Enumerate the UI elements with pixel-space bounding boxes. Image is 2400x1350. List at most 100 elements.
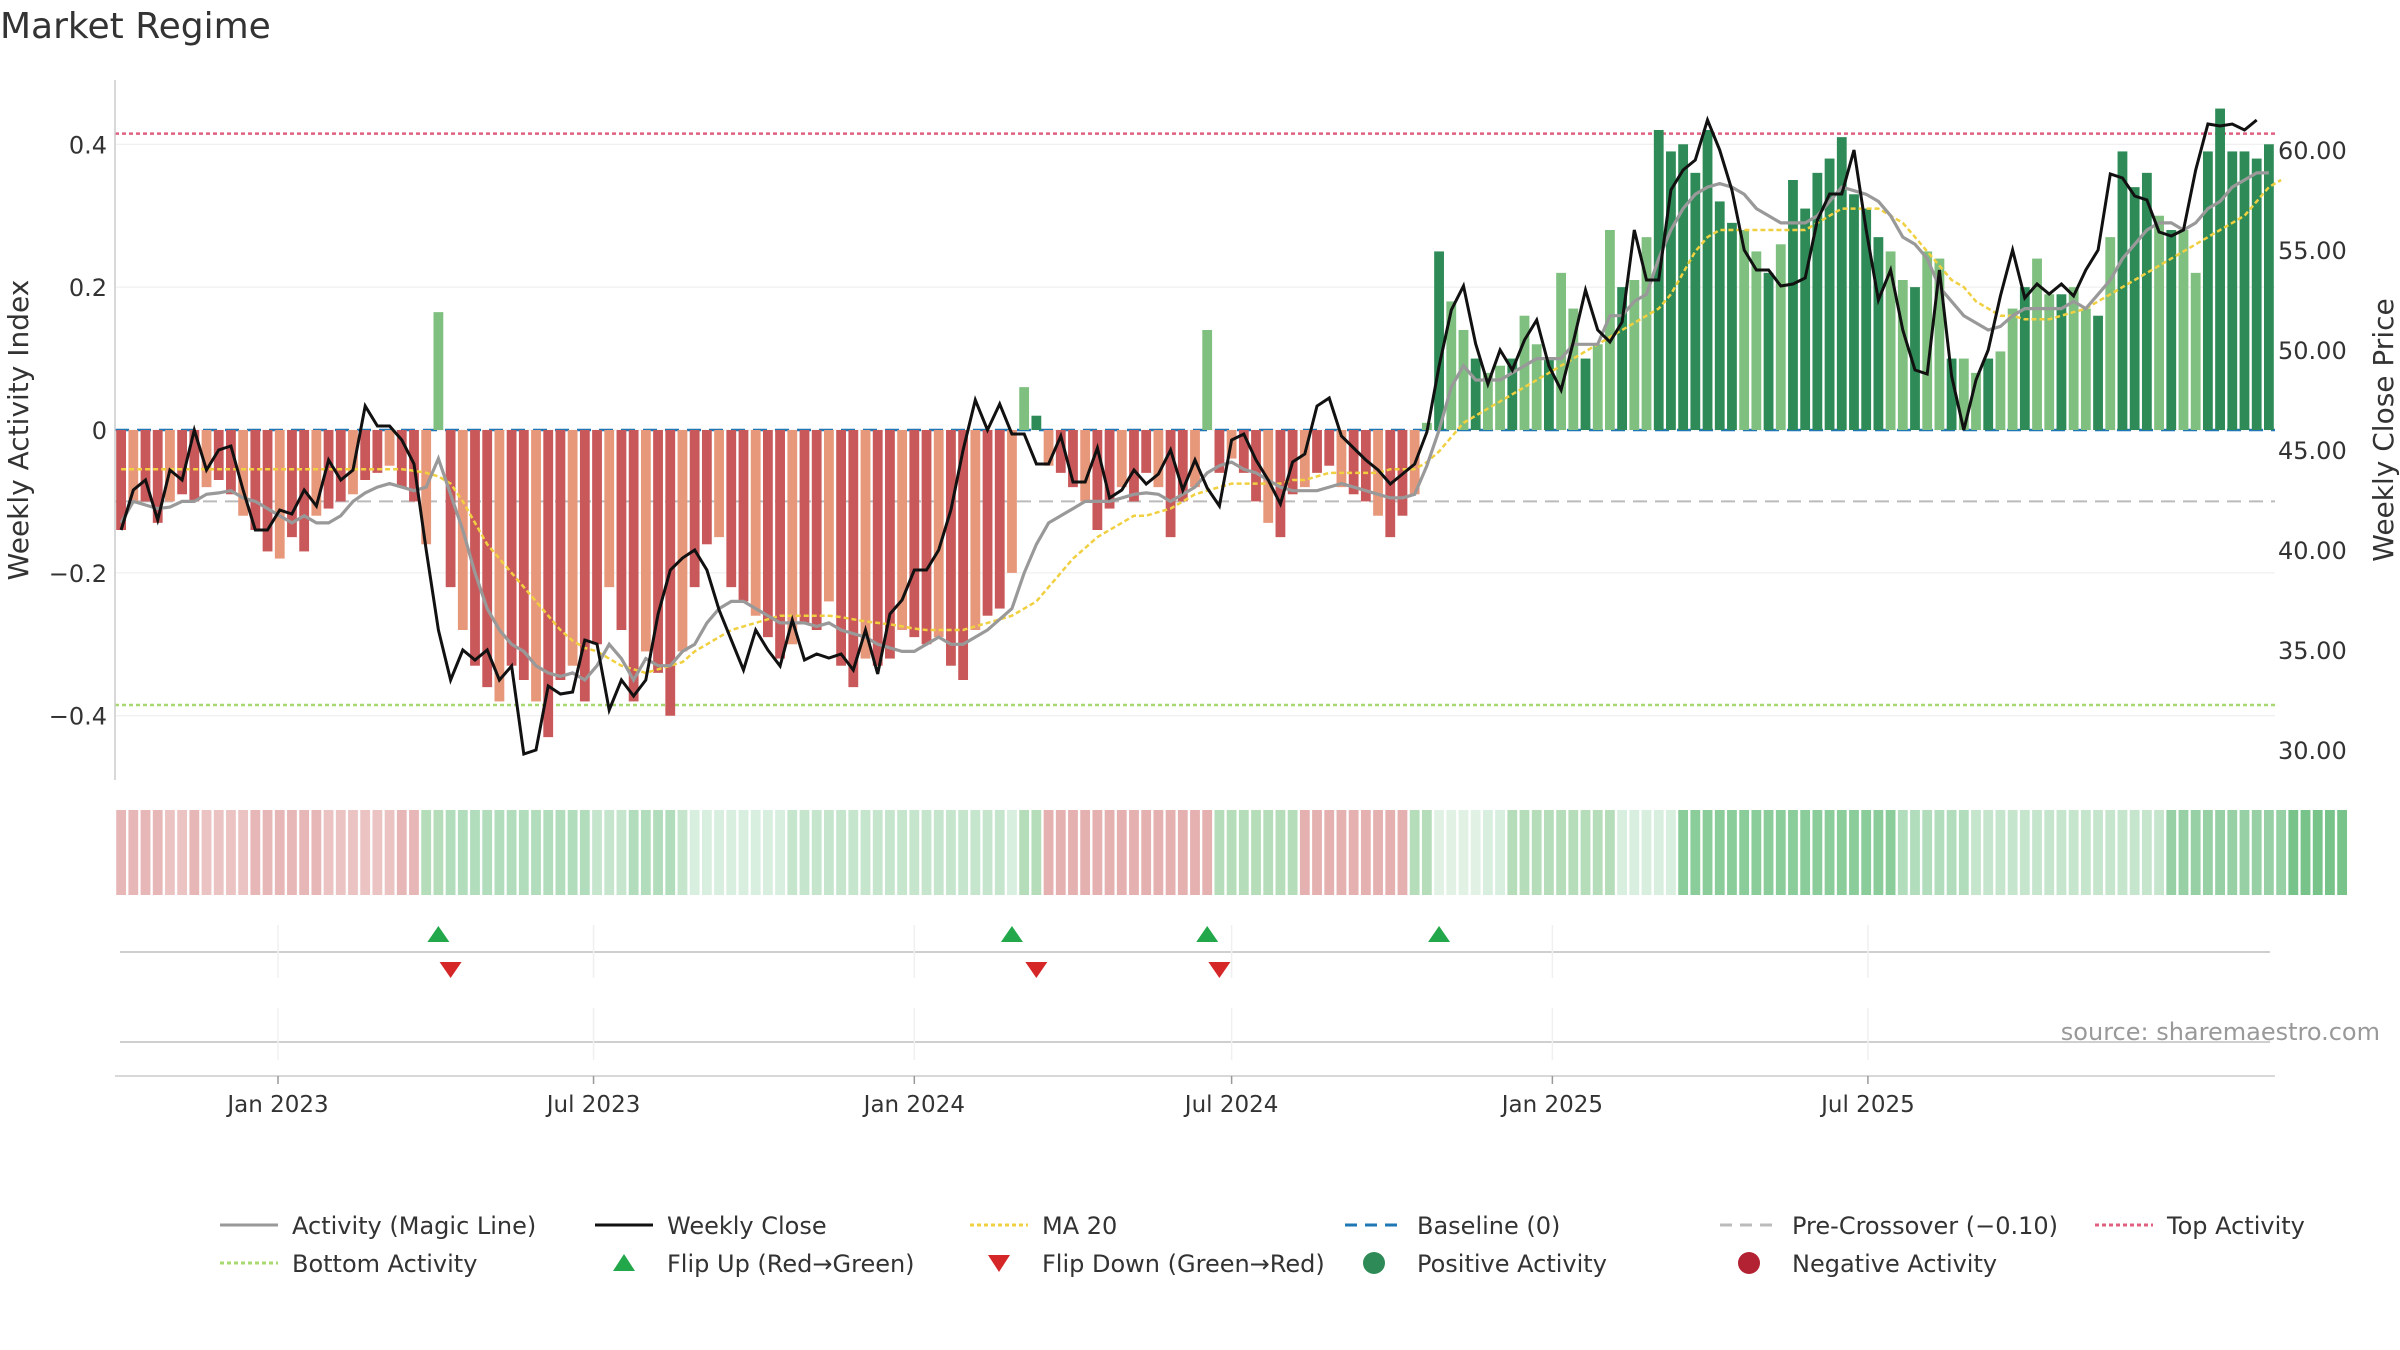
regime-cell xyxy=(335,810,346,895)
activity-bar xyxy=(1751,251,1762,430)
legend-item: Negative Activity xyxy=(1738,1250,1997,1278)
activity-bar xyxy=(335,430,346,502)
activity-bar xyxy=(323,430,334,509)
regime-cell xyxy=(1812,810,1823,895)
regime-cell xyxy=(1470,810,1481,895)
regime-cell xyxy=(177,810,188,895)
regime-cell xyxy=(1763,810,1774,895)
activity-bar xyxy=(1348,430,1359,495)
regime-cell xyxy=(494,810,505,895)
activity-bar xyxy=(1299,430,1310,488)
regime-cell xyxy=(787,810,798,895)
activity-bar xyxy=(1971,372,1981,430)
activity-bar xyxy=(799,430,810,623)
regime-cell xyxy=(518,810,529,895)
activity-bar xyxy=(1641,237,1652,430)
activity-bar xyxy=(946,430,956,666)
regime-cell xyxy=(2325,810,2335,895)
activity-bar xyxy=(1458,330,1469,430)
regime-cell xyxy=(1605,810,1615,895)
flip-down-marker xyxy=(1025,962,1048,978)
regime-cell xyxy=(738,810,749,895)
activity-bar xyxy=(1238,430,1249,473)
regime-cell xyxy=(1568,810,1579,895)
activity-bar xyxy=(287,430,297,538)
regime-cell xyxy=(628,810,639,895)
activity-bar xyxy=(1092,430,1103,530)
activity-bar xyxy=(1897,280,1908,430)
activity-bar xyxy=(1702,130,1713,430)
regime-cell xyxy=(1055,810,1066,895)
regime-cell xyxy=(1653,810,1664,895)
regime-cell xyxy=(1836,810,1847,895)
regime-cell xyxy=(299,810,310,895)
activity-bar xyxy=(2239,151,2250,430)
activity-bar xyxy=(1214,430,1225,473)
activity-bar xyxy=(2105,237,2116,430)
regime-cell xyxy=(1519,810,1530,895)
regime-cell xyxy=(1946,810,1957,895)
activity-bar xyxy=(1983,358,1994,430)
activity-bar xyxy=(2263,144,2274,431)
y-tick-label-left: 0 xyxy=(92,417,107,445)
legend-label: Top Activity xyxy=(2166,1212,2305,1240)
regime-cell xyxy=(1080,810,1091,895)
activity-bar xyxy=(506,430,517,666)
legend-item: Weekly Close xyxy=(595,1212,827,1240)
regime-cell xyxy=(885,810,895,895)
flip-up-marker xyxy=(1196,926,1219,942)
regime-cell xyxy=(1068,810,1078,895)
activity-bar xyxy=(384,430,395,466)
activity-bar xyxy=(885,430,895,659)
activity-bar xyxy=(689,430,700,588)
regime-cell xyxy=(1824,810,1835,895)
activity-bar xyxy=(1763,272,1774,430)
regime-cell xyxy=(1739,810,1750,895)
regime-cell xyxy=(1751,810,1762,895)
activity-bar xyxy=(982,430,993,616)
activity-bars xyxy=(116,108,2274,738)
regime-cell xyxy=(1458,810,1469,895)
activity-bar xyxy=(470,430,480,666)
regime-cell xyxy=(1531,810,1542,895)
regime-cell xyxy=(1617,810,1628,895)
regime-cell xyxy=(2263,810,2274,895)
regime-cell xyxy=(1958,810,1969,895)
regime-cell xyxy=(958,810,969,895)
regime-cell xyxy=(1775,810,1786,895)
activity-bar xyxy=(2068,287,2079,430)
regime-cell xyxy=(1897,810,1908,895)
activity-bar xyxy=(274,430,285,559)
regime-cell xyxy=(1141,810,1152,895)
regime-cell xyxy=(421,810,432,895)
regime-cell xyxy=(933,810,944,895)
activity-bar xyxy=(1788,180,1798,430)
regime-cell xyxy=(360,810,371,895)
regime-cell xyxy=(1104,810,1115,895)
activity-bar xyxy=(2007,308,2018,430)
regime-cell xyxy=(726,810,737,895)
activity-bar xyxy=(1495,365,1505,430)
legend-label: Flip Up (Red→Green) xyxy=(667,1250,915,1278)
activity-bar xyxy=(1995,351,2006,430)
activity-bar xyxy=(1849,194,1859,430)
regime-cell xyxy=(665,810,676,895)
activity-bar xyxy=(616,430,627,630)
activity-bar xyxy=(653,430,663,673)
regime-cell xyxy=(2129,810,2140,895)
weekly-close-line xyxy=(119,115,2258,756)
activity-bar xyxy=(1605,230,1615,430)
activity-bar xyxy=(1446,301,1457,430)
regime-cell xyxy=(274,810,285,895)
activity-bar xyxy=(1568,308,1579,430)
regime-cell xyxy=(1287,810,1298,895)
regime-cell xyxy=(409,810,419,895)
regime-cell xyxy=(1580,810,1591,895)
regime-cell xyxy=(201,810,212,895)
regime-cell xyxy=(1934,810,1945,895)
activity-bar xyxy=(555,430,566,680)
activity-bar xyxy=(1531,344,1542,430)
activity-bar xyxy=(1251,430,1261,502)
axes: 0.4 0.2 0 −0.2 −0.4 60.00 55.00 50.00 45.00 40.00… xyxy=(49,80,2347,780)
regime-cell xyxy=(555,810,566,895)
